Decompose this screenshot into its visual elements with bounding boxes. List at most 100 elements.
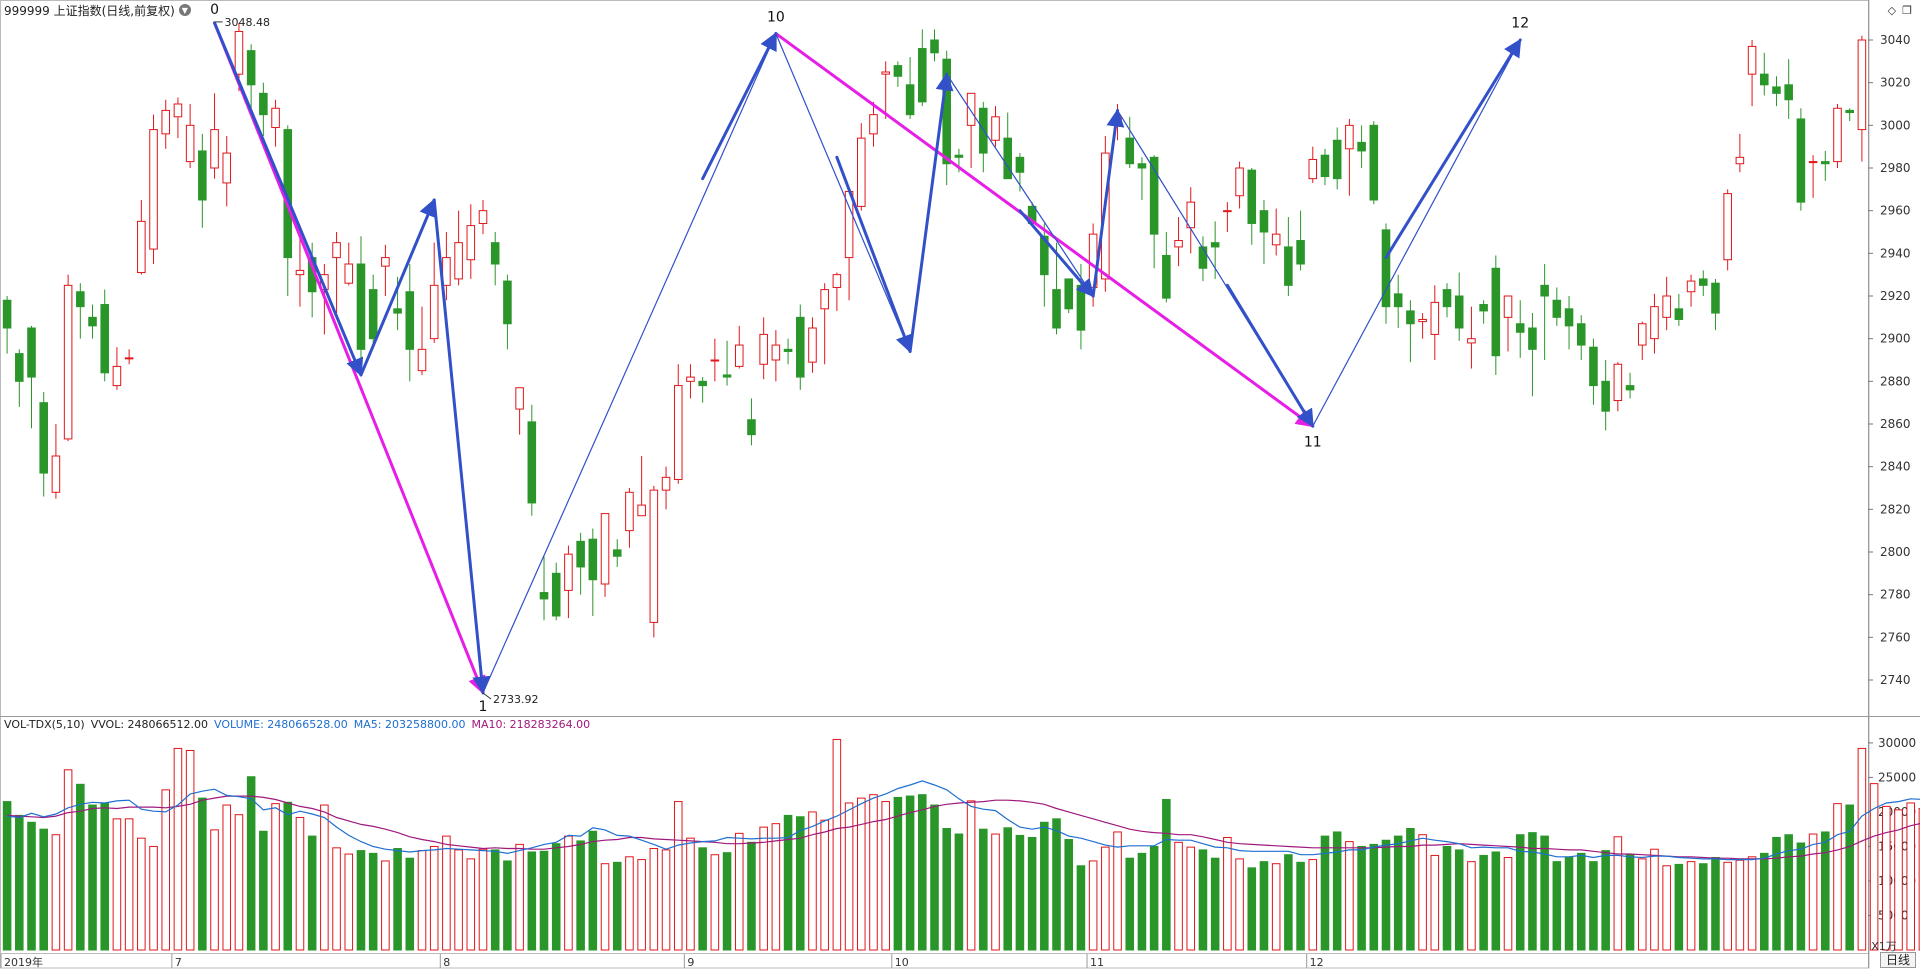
price-tick-label: 2880: [1880, 374, 1911, 388]
volume-bar: [222, 804, 232, 951]
candle-body: [1637, 323, 1647, 346]
candle-body: [1711, 282, 1720, 314]
candle: [539, 556, 549, 621]
candle: [100, 289, 110, 382]
volume-unit-label: X1万: [1871, 940, 1897, 953]
candle: [1357, 125, 1366, 168]
candle: [39, 392, 48, 497]
volume-bar: [588, 830, 598, 951]
candle-body: [734, 344, 744, 367]
volume-bar: [991, 833, 1000, 951]
volume-bar: [234, 814, 244, 951]
candle: [515, 387, 524, 435]
volume-bar: [722, 852, 732, 951]
candle-body: [991, 116, 1000, 141]
volume-bar: [1320, 835, 1330, 951]
volume-bar: [51, 834, 61, 951]
volume-bar: [1357, 845, 1366, 951]
candle-body: [429, 284, 439, 340]
candle-body: [381, 257, 390, 267]
candle: [637, 456, 646, 517]
candle-body: [1528, 327, 1537, 350]
volume-bar: [1418, 834, 1427, 951]
candle-body: [649, 489, 659, 623]
volume-bar: [759, 826, 768, 951]
candle-body: [1235, 167, 1244, 197]
candle: [661, 466, 671, 510]
candle-body: [198, 150, 207, 201]
candle: [295, 236, 305, 307]
candle-body: [1223, 210, 1232, 213]
candle-body: [722, 374, 732, 378]
candle: [820, 283, 829, 365]
wave-line: [946, 73, 1094, 297]
candle-body: [454, 242, 463, 280]
candle: [1271, 208, 1281, 256]
candle: [1174, 217, 1183, 267]
candle: [76, 283, 85, 339]
candle: [1711, 278, 1720, 331]
volume-bar: [1369, 843, 1379, 951]
chevron-down-icon[interactable]: ▼: [178, 4, 191, 16]
volume-bar: [137, 837, 146, 951]
volume-bar: [76, 783, 85, 951]
x-tick-label: 8: [443, 956, 450, 969]
volume-bar: [710, 854, 720, 951]
candle-body: [661, 476, 671, 491]
candle: [1613, 362, 1623, 412]
candle: [1662, 276, 1671, 331]
diamond-icon[interactable]: ◇: [1887, 4, 1897, 17]
candle: [381, 244, 390, 296]
volume-bar: [1259, 861, 1269, 951]
candle-body: [1747, 45, 1757, 75]
volume-bar: [527, 851, 537, 951]
volume-bar: [1308, 859, 1318, 951]
candle: [246, 44, 256, 109]
price-tick-label: 3000: [1880, 118, 1911, 132]
candle-body: [905, 84, 915, 116]
restore-icon[interactable]: ❐: [1902, 4, 1912, 17]
candle: [576, 532, 585, 595]
candle: [112, 347, 122, 390]
candle-body: [1101, 152, 1110, 280]
volume-bar: [1454, 849, 1464, 951]
volume-bar: [1503, 856, 1513, 951]
volume-bar: [1576, 852, 1586, 951]
candle: [1210, 221, 1220, 279]
candle: [1601, 360, 1610, 431]
candle-body: [527, 421, 537, 504]
wave-line: [701, 31, 778, 181]
candle: [51, 424, 61, 499]
volume-ma5-line: [7, 780, 1920, 861]
price-tick-label: 2960: [1880, 204, 1911, 218]
vol-indicator-label[interactable]: VOL-TDX(5,10): [4, 717, 85, 731]
candle-body: [710, 359, 720, 362]
wave-label: 12: [1511, 16, 1529, 32]
candle-body: [551, 572, 561, 617]
volume-bar: [1784, 834, 1793, 951]
x-tick-label: 7: [175, 956, 182, 969]
candle: [881, 61, 890, 119]
volume-bar: [515, 843, 524, 951]
candle: [185, 104, 195, 168]
candle-body: [442, 257, 451, 286]
wave-line: [359, 198, 437, 377]
candle: [1052, 242, 1061, 335]
period-tab-daily[interactable]: 日线: [1879, 952, 1916, 968]
candle: [1393, 274, 1403, 328]
candle-body: [1576, 323, 1586, 346]
volume-bar: [1759, 852, 1769, 951]
price-axis: 3040 3020 3000 2980 2960 2940 2920 2900 2880 2860…: [1868, 33, 1911, 687]
x-tick-label: 11: [1090, 956, 1104, 969]
volume-bar: [490, 849, 500, 951]
volume-bar: [320, 804, 329, 951]
volume-bar: [1650, 848, 1659, 951]
candle-body: [368, 289, 378, 340]
candle-body: [1259, 210, 1269, 233]
candle: [710, 338, 720, 382]
candle: [649, 485, 659, 638]
candle-body: [612, 549, 622, 557]
volume-bar: [417, 850, 427, 951]
candle: [356, 236, 366, 365]
